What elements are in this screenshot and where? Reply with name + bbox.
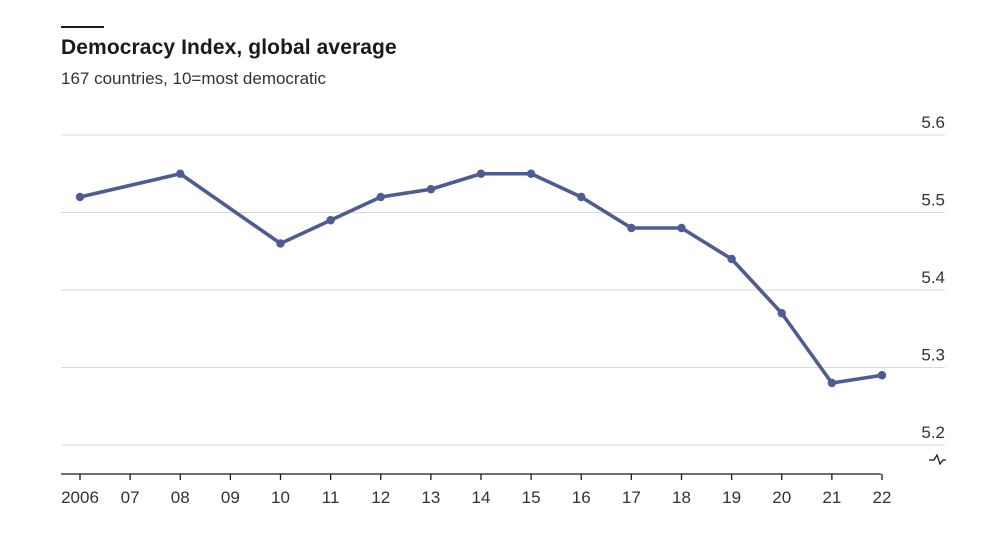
data-point-10 — [276, 239, 285, 248]
x-tick-label: 20 — [772, 488, 791, 507]
data-point-19 — [727, 254, 736, 264]
data-point-11 — [326, 216, 335, 225]
data-point-14 — [476, 169, 486, 178]
x-tick-label: 09 — [221, 488, 240, 507]
chart-subtitle: 167 countries, 10=most democratic — [61, 69, 327, 88]
data-point-22 — [877, 371, 887, 380]
series-line — [78, 171, 884, 385]
y-tick-label: 5.6 — [921, 113, 945, 132]
y-tick-label: 5.2 — [921, 423, 945, 442]
x-tick-label: 14 — [472, 488, 491, 507]
data-point-20 — [777, 309, 786, 318]
y-tick-label: 5.3 — [921, 346, 945, 365]
series — [75, 169, 887, 388]
x-tick-label: 19 — [722, 488, 741, 507]
chart-title: Democracy Index, global average — [61, 36, 397, 59]
y-tick-label: 5.4 — [921, 268, 945, 287]
data-point-18 — [677, 223, 686, 233]
x-tick-label: 21 — [822, 488, 841, 507]
data-point-2006 — [75, 192, 85, 202]
x-tick-label: 11 — [322, 488, 340, 507]
x-tick-label: 15 — [522, 488, 541, 507]
x-tick-label: 07 — [121, 488, 140, 507]
x-tick-label: 10 — [271, 488, 290, 507]
x-tick-label: 22 — [873, 488, 892, 507]
y-tick-labels: 5.2 5.3 5.4 5.5 5.6 — [921, 113, 945, 442]
x-tick-label: 18 — [672, 488, 691, 507]
x-tick-label: 12 — [371, 488, 390, 507]
data-point-13 — [426, 185, 436, 194]
x-tick-label: 13 — [421, 488, 440, 507]
accent-rule — [61, 26, 104, 28]
data-point-16 — [577, 192, 586, 202]
data-point-21 — [827, 378, 837, 388]
x-tick-label: 08 — [171, 488, 190, 507]
data-point-17 — [627, 223, 636, 233]
x-tick-label: 2006 — [61, 488, 99, 507]
x-tick-labels: 2006 07 08 09 10 11 12 13 14 15 16 17 18 19 20 21 22 — [61, 488, 891, 507]
x-tick-label: 17 — [622, 488, 641, 507]
x-axis — [61, 473, 883, 480]
gridlines — [61, 134, 945, 446]
data-point-08 — [176, 169, 185, 178]
data-point-12 — [376, 192, 385, 202]
axis-break-icon — [929, 453, 946, 466]
y-tick-label: 5.5 — [921, 191, 945, 210]
x-tick-label: 16 — [572, 488, 591, 507]
data-point-15 — [526, 169, 536, 178]
